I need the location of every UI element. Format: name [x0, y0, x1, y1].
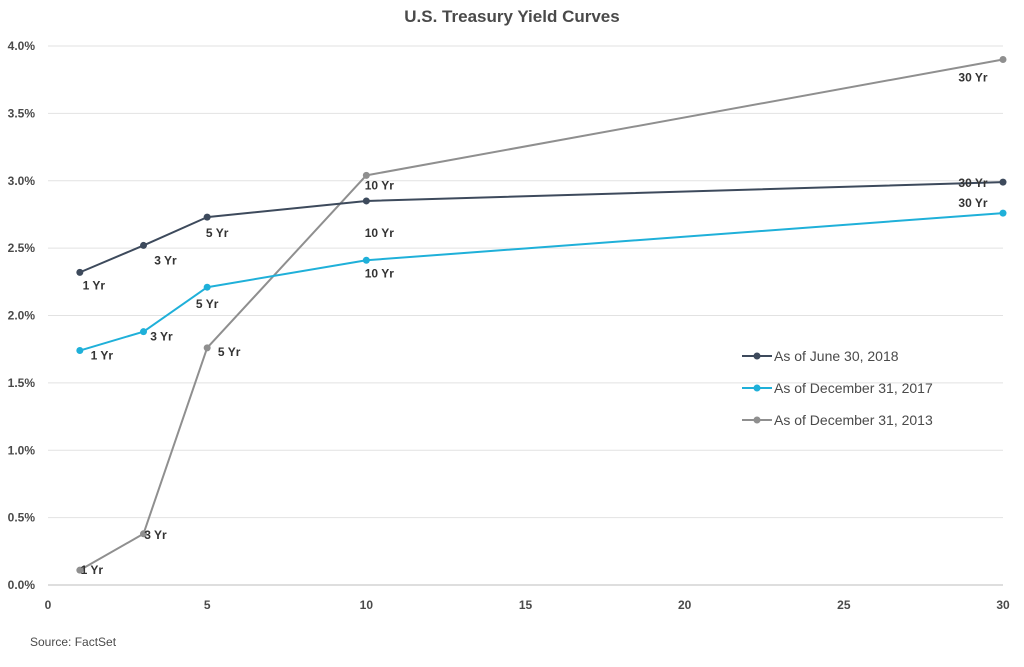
point-label: 1 Yr [81, 563, 104, 577]
data-point [76, 268, 84, 276]
series-line [79, 58, 1004, 572]
legend-swatch-marker [753, 416, 761, 424]
y-tick-label: 0.5% [8, 511, 36, 525]
x-tick-label: 0 [45, 598, 52, 612]
point-label: 10 Yr [365, 226, 394, 240]
x-tick-label: 5 [204, 598, 211, 612]
legend-label: As of December 31, 2013 [774, 412, 933, 428]
y-tick-label: 2.0% [8, 309, 36, 323]
data-point [362, 256, 370, 264]
data-point [76, 566, 84, 574]
legend-item: As of December 31, 2013 [742, 412, 933, 428]
y-tick-label: 3.0% [8, 174, 36, 188]
y-tick-label: 0.0% [8, 578, 36, 592]
point-label: 1 Yr [91, 349, 114, 363]
data-point [203, 283, 211, 291]
axes: 0.0% 0.5% 1.0% 1.5% 2.0% 2.5% 3.0% 3.5% 4.0% 0 5 10… [8, 39, 1010, 612]
y-tick-label: 4.0% [8, 39, 36, 53]
gridlines [48, 45, 1003, 519]
y-tick-label: 1.0% [8, 443, 36, 457]
x-tick-label: 25 [837, 598, 851, 612]
point-label: 3 Yr [150, 330, 173, 344]
data-point [362, 197, 370, 205]
point-label: 30 Yr [958, 176, 987, 190]
series-2 [76, 55, 1007, 574]
legend: As of June 30, 2018 As of December 31, 20… [742, 348, 933, 428]
point-label: 5 Yr [196, 297, 219, 311]
point-label: 30 Yr [958, 70, 987, 84]
point-label: 5 Yr [206, 226, 229, 240]
legend-item: As of December 31, 2017 [742, 380, 933, 396]
data-point [999, 209, 1007, 217]
data-point [203, 344, 211, 352]
point-label: 1 Yr [83, 278, 106, 292]
data-point [999, 55, 1007, 63]
point-label: 30 Yr [958, 196, 987, 210]
series-group [76, 55, 1007, 574]
x-tick-label: 30 [996, 598, 1010, 612]
data-point [140, 328, 147, 336]
point-label: 10 Yr [365, 266, 394, 280]
y-tick-label: 2.5% [8, 241, 36, 255]
data-point [999, 178, 1007, 186]
chart-title: U.S. Treasury Yield Curves [404, 7, 619, 26]
data-point [140, 530, 147, 538]
y-tick-label: 1.5% [8, 376, 36, 390]
x-tick-label: 15 [519, 598, 533, 612]
data-point [76, 347, 84, 355]
x-tick-label: 10 [360, 598, 374, 612]
legend-label: As of June 30, 2018 [774, 348, 899, 364]
data-point [203, 213, 211, 221]
series-1 [76, 209, 1007, 355]
y-tick-label: 3.5% [8, 106, 36, 120]
source-note: Source: FactSet [30, 635, 117, 649]
point-labels: 1 Yr 3 Yr 5 Yr 10 Yr 30 Yr 1 Yr 3 Yr 5 Yr 10 Yr 3… [81, 70, 988, 577]
legend-item: As of June 30, 2018 [742, 348, 899, 364]
legend-label: As of December 31, 2017 [774, 380, 933, 396]
point-label: 3 Yr [144, 528, 167, 542]
data-point [362, 171, 370, 179]
legend-swatch-marker [753, 384, 761, 392]
data-point [140, 241, 147, 249]
x-tick-label: 20 [678, 598, 692, 612]
legend-swatch-marker [753, 352, 761, 360]
point-label: 10 Yr [365, 178, 394, 192]
series-0 [76, 178, 1007, 276]
point-label: 3 Yr [154, 253, 177, 267]
point-label: 5 Yr [218, 345, 241, 359]
